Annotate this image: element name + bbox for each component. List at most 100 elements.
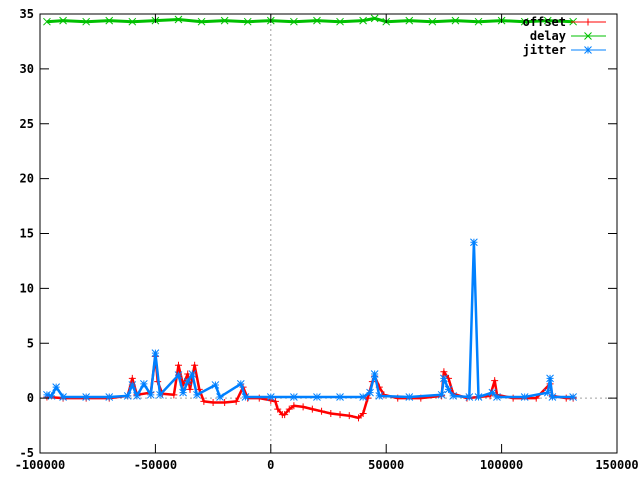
data-point-jitter	[133, 392, 141, 400]
data-point-delay	[43, 17, 51, 26]
data-point-jitter	[236, 380, 245, 388]
data-point-jitter	[146, 390, 155, 399]
data-point-jitter	[140, 380, 148, 388]
y-tick-label: -5	[20, 446, 34, 460]
data-point-jitter	[216, 393, 224, 401]
data-point-offset	[191, 361, 199, 369]
data-point-jitter	[370, 370, 379, 378]
data-point-offset	[290, 402, 298, 410]
data-point-jitter	[437, 390, 446, 399]
legend-label-delay: delay	[530, 29, 566, 43]
data-point-jitter	[47, 392, 56, 400]
series-offset	[43, 352, 577, 422]
x-tick-label: -100000	[15, 458, 66, 472]
data-point-jitter	[52, 383, 61, 392]
tick-labels: -5 0 5 10 15 20 25 30 35 -100000 -50000 0 50000 10000…	[15, 7, 639, 472]
data-point-offset	[336, 411, 344, 419]
data-point-offset	[440, 368, 448, 376]
data-point-jitter	[520, 393, 529, 401]
data-point-delay	[128, 17, 137, 26]
data-point-jitter	[405, 393, 414, 401]
data-point-jitter	[546, 374, 554, 383]
data-point-jitter	[313, 393, 321, 401]
data-point-delay	[474, 17, 483, 26]
data-point-delay	[543, 16, 552, 25]
data-point-delay	[428, 17, 437, 26]
zero-axis-lines	[40, 14, 617, 453]
data-point-jitter	[183, 377, 192, 386]
data-point-offset	[355, 414, 363, 422]
x-tick-label: -50000	[134, 458, 177, 472]
data-point-jitter	[488, 388, 497, 397]
data-point-jitter	[375, 392, 384, 400]
data-point-delay	[370, 14, 379, 23]
data-point-delay	[105, 16, 114, 25]
data-point-delay	[174, 15, 183, 24]
data-point-jitter	[266, 393, 275, 401]
data-point-offset	[174, 361, 182, 369]
data-point-offset	[271, 397, 279, 405]
data-point-offset	[209, 399, 217, 407]
data-point-delay	[359, 16, 367, 25]
data-point-jitter	[493, 393, 501, 401]
data-point-jitter	[59, 393, 67, 401]
data-point-jitter	[474, 393, 483, 401]
data-point-offset	[200, 397, 208, 405]
y-tick-label: 0	[27, 391, 34, 405]
data-point-jitter	[151, 349, 160, 357]
data-point-offset	[274, 405, 282, 413]
x-tick-label: 150000	[595, 458, 638, 472]
data-point-jitter	[156, 390, 164, 399]
data-point-jitter	[336, 393, 344, 401]
data-point-offset	[128, 374, 136, 382]
data-point-jitter	[548, 393, 557, 401]
data-point-delay	[290, 17, 298, 26]
data-point-jitter	[543, 388, 552, 397]
data-point-jitter	[366, 388, 374, 397]
y-tick-label: 15	[20, 227, 34, 241]
data-point-offset	[345, 412, 353, 420]
y-tick-label: 35	[20, 7, 34, 21]
series-line-jitter	[46, 241, 574, 399]
tick-marks	[39, 13, 618, 454]
legend-marker-jitter	[584, 46, 592, 54]
legend-label-jitter: jitter	[523, 43, 566, 57]
data-point-offset	[186, 385, 194, 393]
data-point-jitter	[193, 390, 201, 399]
data-point-jitter	[174, 371, 183, 379]
data-point-jitter	[179, 388, 187, 397]
data-point-delay	[197, 17, 206, 26]
y-tick-label: 20	[20, 172, 34, 186]
data-point-offset	[327, 409, 335, 417]
data-point-offset	[318, 407, 326, 415]
data-point-jitter	[449, 392, 457, 400]
data-point-delay	[220, 16, 229, 25]
data-point-offset	[299, 403, 307, 411]
data-point-offset	[364, 394, 372, 402]
data-point-offset	[221, 399, 229, 407]
series-layer	[43, 14, 578, 422]
y-tick-label: 10	[20, 281, 34, 295]
data-point-jitter	[241, 393, 250, 401]
x-tick-label: 100000	[480, 458, 523, 472]
data-point-offset	[359, 409, 367, 417]
data-point-offset	[285, 405, 293, 413]
series-line-delay	[46, 16, 574, 24]
data-point-delay	[82, 17, 91, 26]
x-tick-label: 0	[267, 458, 274, 472]
y-tick-label: 30	[20, 62, 34, 76]
data-point-offset	[308, 405, 316, 413]
series-jitter	[43, 238, 578, 401]
legend-marker-offset	[584, 18, 592, 26]
data-point-jitter	[444, 385, 453, 394]
data-point-jitter	[82, 393, 91, 401]
data-point-offset	[491, 377, 499, 385]
data-point-offset	[281, 411, 289, 419]
y-tick-label: 5	[27, 336, 34, 350]
y-tick-label: 25	[20, 117, 34, 131]
data-point-jitter	[128, 381, 137, 389]
data-point-delay	[313, 16, 321, 25]
data-point-jitter	[123, 392, 132, 400]
data-point-delay	[405, 16, 414, 25]
